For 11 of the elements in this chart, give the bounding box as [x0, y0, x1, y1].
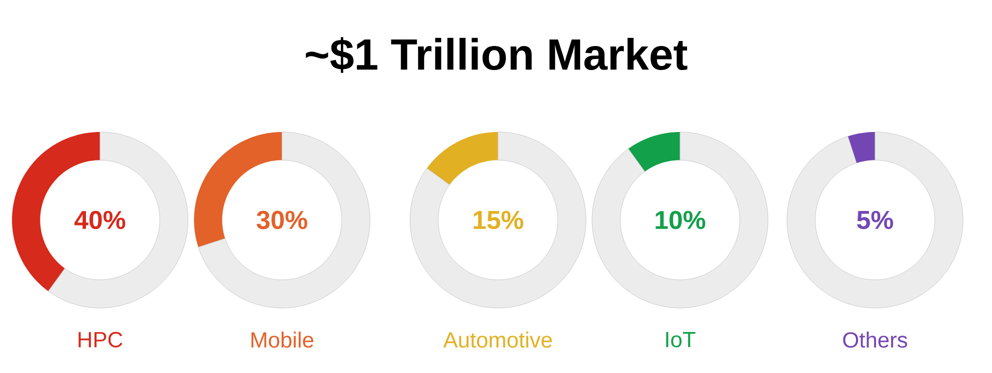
text: Mobile: [252, 332, 314, 348]
text: 10%: [656, 210, 706, 230]
text: Others: [843, 332, 908, 348]
text: Automotive: [443, 332, 552, 348]
text: 5%: [857, 210, 894, 230]
text: 15%: [474, 210, 524, 230]
text: ~$1 Trillion Market: [306, 37, 688, 73]
text: IoT: [666, 332, 696, 348]
text: HPC: [78, 332, 122, 348]
text: 30%: [256, 210, 308, 230]
text: 40%: [74, 210, 126, 230]
